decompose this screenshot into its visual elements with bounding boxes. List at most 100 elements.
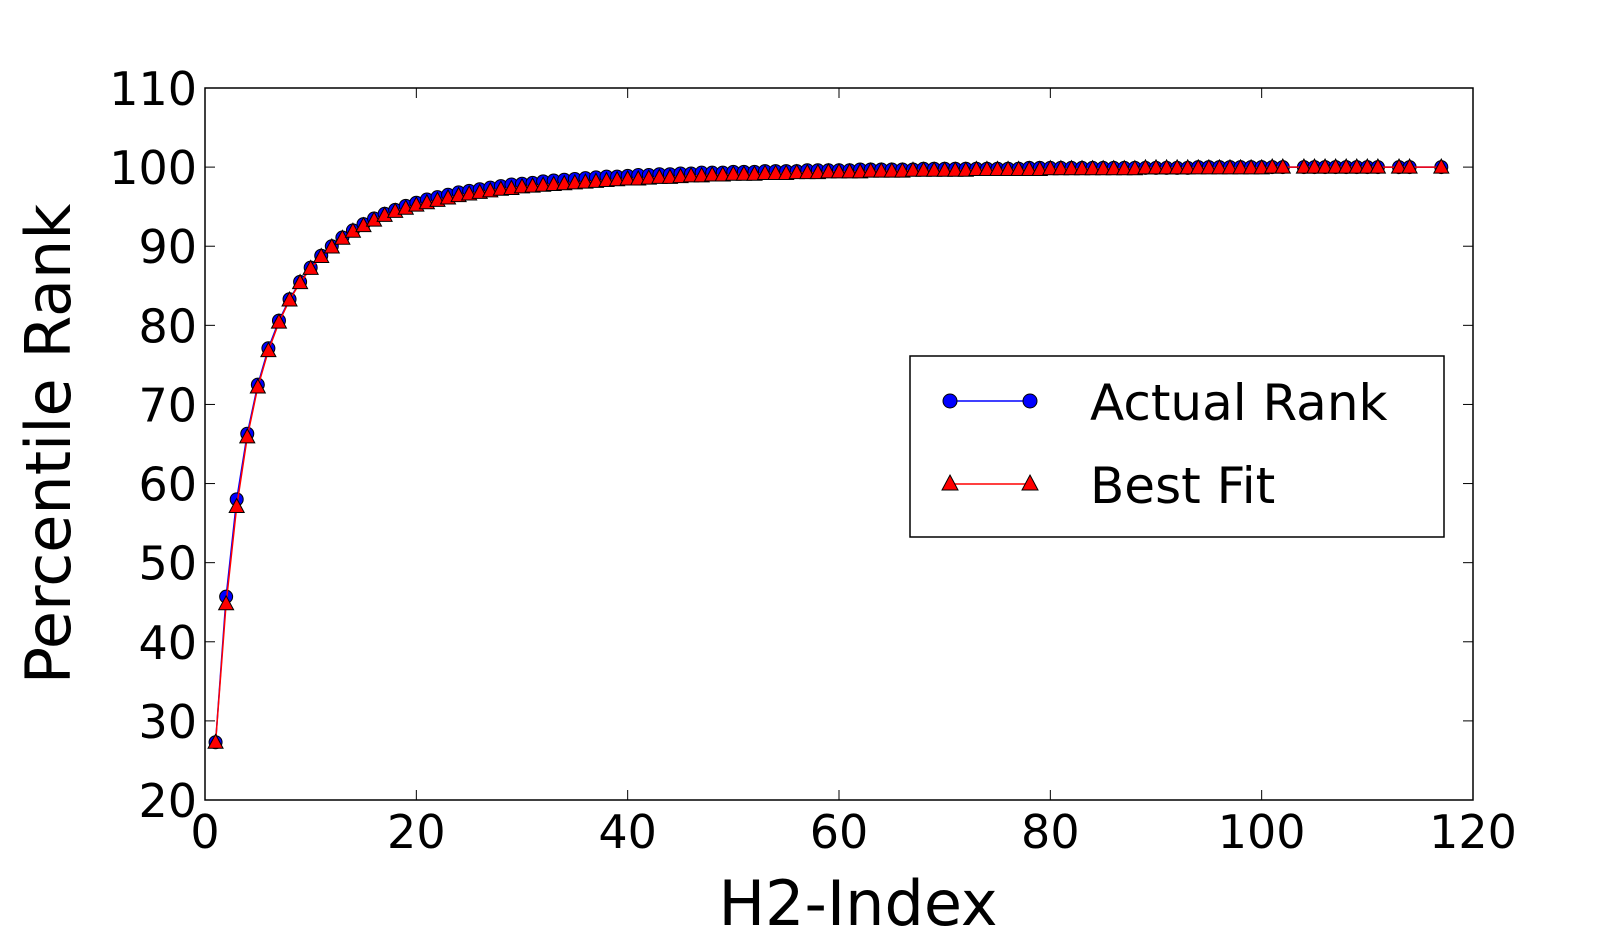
data-point-best-fit	[1084, 159, 1101, 176]
data-point-best-fit	[1432, 158, 1450, 174]
series-best-fit	[207, 158, 1450, 749]
series-layer	[207, 158, 1450, 750]
data-point-best-fit	[820, 162, 837, 179]
legend-marker-best-fit-left	[941, 473, 959, 491]
data-point-best-fit	[925, 161, 943, 177]
data-point-best-fit	[777, 164, 795, 180]
axis-ticks	[204, 87, 1474, 801]
data-point-best-fit	[1063, 159, 1080, 176]
data-point-best-fit	[492, 180, 510, 196]
data-point-best-fit	[1211, 158, 1228, 175]
y-tick-label: 30	[138, 695, 197, 749]
x-tick-label: 0	[190, 805, 219, 859]
data-point-best-fit	[978, 160, 996, 176]
data-point-best-fit	[767, 164, 784, 180]
data-point-best-fit	[703, 165, 721, 182]
data-point-best-fit	[207, 733, 224, 749]
data-point-best-fit	[1094, 159, 1112, 176]
y-tick-label: 50	[138, 537, 197, 591]
data-point-best-fit	[714, 165, 732, 182]
data-point-best-fit	[1200, 158, 1218, 175]
data-point-best-fit	[1179, 158, 1197, 175]
data-point-best-fit	[1242, 158, 1260, 175]
legend-label-best-fit: Best Fit	[1090, 457, 1275, 515]
data-point-best-fit	[1031, 160, 1049, 176]
x-axis-label: H2-Index	[718, 867, 997, 940]
data-point-best-fit	[312, 247, 330, 264]
data-point-best-fit	[904, 161, 922, 177]
data-point-best-fit	[281, 290, 298, 307]
x-tick-labels: 0 20 40 60 80 100 120	[190, 805, 1517, 859]
data-point-best-fit	[936, 161, 954, 177]
y-tick-label: 70	[138, 378, 197, 432]
data-point-best-fit	[1221, 158, 1239, 175]
data-point-best-fit	[999, 160, 1017, 176]
legend-label-actual-rank: Actual Rank	[1090, 374, 1388, 432]
x-tick-label: 40	[598, 805, 657, 859]
data-point-best-fit	[915, 161, 932, 177]
data-point-best-fit	[693, 166, 710, 183]
data-point-best-fit	[260, 341, 277, 358]
data-point-best-fit	[1020, 160, 1038, 176]
y-tick-label: 80	[138, 299, 197, 353]
data-point-best-fit	[270, 313, 288, 329]
data-point-best-fit	[1295, 158, 1313, 174]
data-point-best-fit	[608, 170, 626, 187]
legend: Actual Rank Best Fit	[909, 355, 1445, 538]
data-point-best-fit	[1105, 159, 1123, 176]
data-point-best-fit	[1158, 158, 1175, 175]
data-point-best-fit	[1010, 160, 1027, 176]
data-point-best-fit	[302, 259, 320, 275]
data-point-best-fit	[1189, 158, 1207, 175]
data-point-best-fit	[545, 175, 563, 192]
data-point-best-fit	[619, 169, 637, 186]
data-point-best-fit	[1274, 158, 1292, 174]
data-point-best-fit	[735, 165, 753, 181]
y-tick-label: 110	[109, 62, 197, 116]
data-point-best-fit	[524, 177, 541, 193]
data-point-best-fit	[1041, 159, 1059, 176]
data-point-best-fit	[1263, 158, 1281, 174]
y-tick-label: 40	[138, 616, 197, 670]
data-point-best-fit	[946, 161, 964, 177]
data-point-best-fit	[1232, 158, 1249, 175]
y-tick-label: 90	[138, 220, 197, 274]
x-tick-label: 120	[1429, 805, 1517, 859]
data-point-best-fit	[1390, 158, 1408, 174]
data-point-best-fit	[1348, 158, 1366, 174]
y-tick-label: 20	[138, 774, 197, 828]
data-point-best-fit	[1073, 159, 1091, 176]
data-point-best-fit	[217, 594, 235, 611]
data-point-best-fit	[1253, 158, 1271, 175]
data-point-best-fit	[1052, 159, 1070, 176]
data-point-best-fit	[798, 163, 816, 180]
data-point-best-fit	[661, 168, 679, 184]
data-point-best-fit	[629, 169, 647, 186]
data-point-best-fit	[746, 165, 763, 181]
data-point-best-fit	[1126, 159, 1144, 176]
data-point-best-fit	[756, 164, 774, 180]
data-point-best-fit	[228, 497, 246, 513]
data-point-best-fit	[323, 237, 341, 254]
y-tick-labels: 20 30 40 50 60 70 80 90 100 110	[109, 62, 197, 828]
data-point-best-fit	[883, 162, 901, 178]
data-point-best-fit	[1306, 158, 1323, 174]
data-point-best-fit	[640, 169, 658, 185]
data-point-best-fit	[566, 173, 584, 190]
data-point-best-fit	[577, 173, 594, 189]
data-point-best-fit	[957, 161, 975, 177]
data-point-best-fit	[1401, 158, 1418, 174]
data-point-best-fit	[682, 166, 700, 183]
y-tick-label: 100	[109, 141, 197, 195]
data-point-best-fit	[534, 176, 552, 192]
data-point-best-fit	[1327, 158, 1344, 174]
data-point-best-fit	[238, 427, 256, 444]
data-point-best-fit	[862, 162, 880, 178]
data-point-best-fit	[724, 165, 742, 181]
data-point-best-fit	[968, 160, 985, 176]
data-point-best-fit	[872, 162, 890, 178]
data-point-best-fit	[1115, 159, 1133, 176]
legend-marker-best-fit-right	[1021, 473, 1039, 491]
data-point-best-fit	[1137, 158, 1154, 175]
